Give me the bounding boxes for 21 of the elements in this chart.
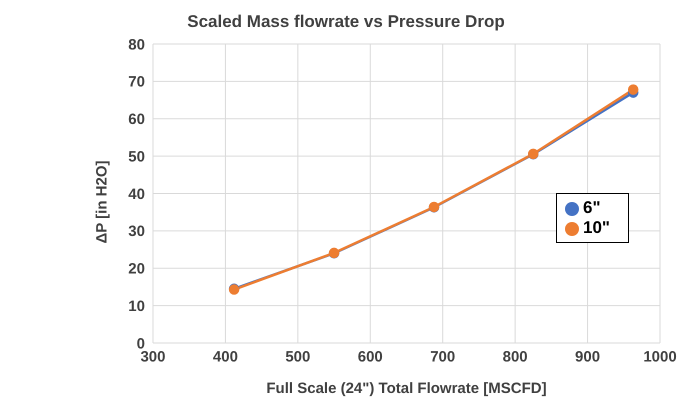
point: [628, 84, 638, 95]
x-tick-label: 600: [358, 348, 383, 366]
y-tick-label: 30: [128, 223, 145, 240]
y-tick-label: 80: [128, 36, 145, 54]
y-tick-label: 10: [128, 298, 145, 315]
x-tick-label: 1000: [643, 348, 677, 366]
legend-label: 6": [583, 198, 601, 217]
y-tick-label: 20: [128, 260, 145, 278]
x-tick-label: 400: [212, 348, 238, 366]
y-axis-title: ΔP [in H2O]: [93, 160, 110, 244]
chart-title: Scaled Mass flowrate vs Pressure Drop: [186, 12, 506, 32]
x-tick-label: 800: [502, 348, 528, 366]
y-tick-label: 40: [128, 186, 145, 203]
y-tick-label: 70: [128, 74, 145, 91]
legend-label: 10": [583, 218, 610, 237]
y-tick-label: 50: [128, 148, 145, 166]
x-tick-label: 900: [575, 348, 600, 366]
x-tick-label: 700: [430, 348, 456, 366]
x-axis-title: Full Scale (24") Total Flowrate [MSCFD]: [266, 380, 547, 397]
x-tick-label: 500: [285, 348, 310, 366]
y-tick-label: 60: [128, 111, 145, 128]
